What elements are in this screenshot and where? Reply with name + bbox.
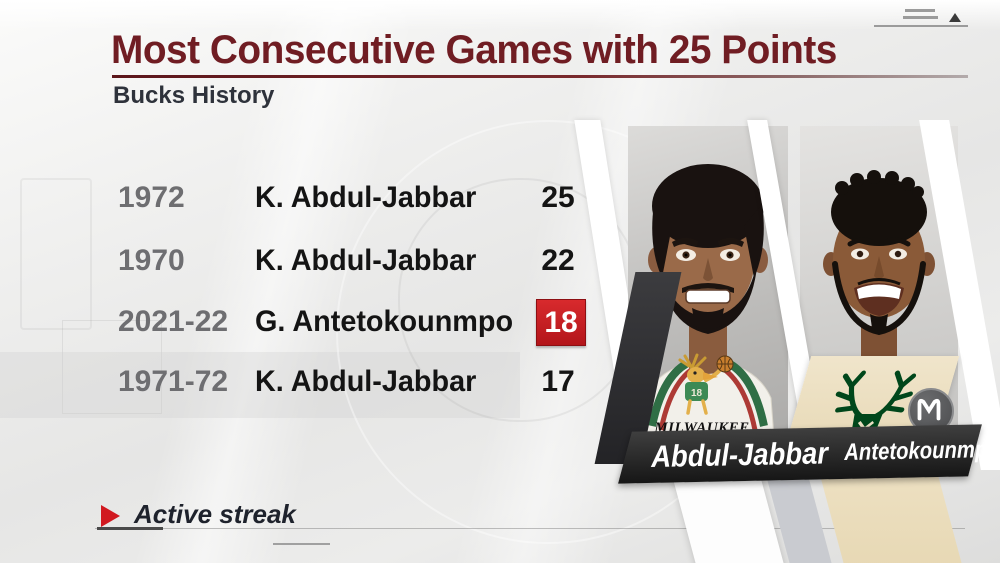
up-triangle-icon — [949, 13, 961, 22]
value-cell: 17 — [541, 365, 575, 398]
season-cell: 1970 — [118, 244, 185, 277]
ghost-letter-shape — [62, 320, 162, 414]
season-cell: 1971-72 — [118, 365, 229, 398]
players-panel: 18 MILWAUKEE BUCKS Abdul-Jabbar Antetoko… — [560, 100, 1000, 563]
banner-label-antetokounmpo: Antetokounmpo — [843, 435, 1000, 467]
ghost-letter-shape — [20, 178, 92, 330]
title-underline — [112, 75, 968, 78]
player-name-banner-inner: Abdul-Jabbar Antetokounmpo — [624, 425, 1000, 484]
player-name-banner: Abdul-Jabbar Antetokounmpo — [618, 424, 1000, 484]
player-cell: G. Antetokounmpo — [255, 305, 514, 338]
sweater-number: 18 — [691, 388, 703, 399]
bottom-rule-accent — [97, 527, 163, 530]
corner-line-icon — [903, 16, 938, 19]
bottom-rule — [95, 528, 965, 529]
corner-line-icon — [905, 9, 935, 12]
page-title: Most Consecutive Games with 25 Points — [111, 28, 837, 72]
bottom-rule-short — [273, 543, 330, 545]
value-cell: 25 — [541, 181, 575, 214]
active-streak-badge: 18 — [536, 299, 586, 346]
corner-rule — [874, 25, 968, 27]
table-row: 2021-22 G. Antetokounmpo — [118, 305, 593, 343]
table-row: 1972 K. Abdul-Jabbar 25 — [118, 181, 593, 219]
table-row: 1970 K. Abdul-Jabbar 22 — [118, 244, 593, 282]
cartoon-buck-basketball-icon: 18 — [678, 353, 734, 415]
banner-label-abdul-jabbar: Abdul-Jabbar — [650, 435, 829, 474]
season-cell: 2021-22 — [118, 305, 229, 338]
table-row: 1971-72 K. Abdul-Jabbar 17 — [118, 365, 593, 403]
player-cell: K. Abdul-Jabbar — [255, 181, 477, 214]
legend-red-triangle-icon — [101, 505, 120, 527]
legend-label: Active streak — [134, 499, 296, 529]
value-cell: 22 — [541, 244, 575, 277]
page-subtitle: Bucks History — [113, 82, 275, 109]
season-cell: 1972 — [118, 181, 185, 214]
player-cell: K. Abdul-Jabbar — [255, 365, 477, 398]
kareem-portrait-illustration — [639, 164, 777, 464]
player-cell: K. Abdul-Jabbar — [255, 244, 477, 277]
